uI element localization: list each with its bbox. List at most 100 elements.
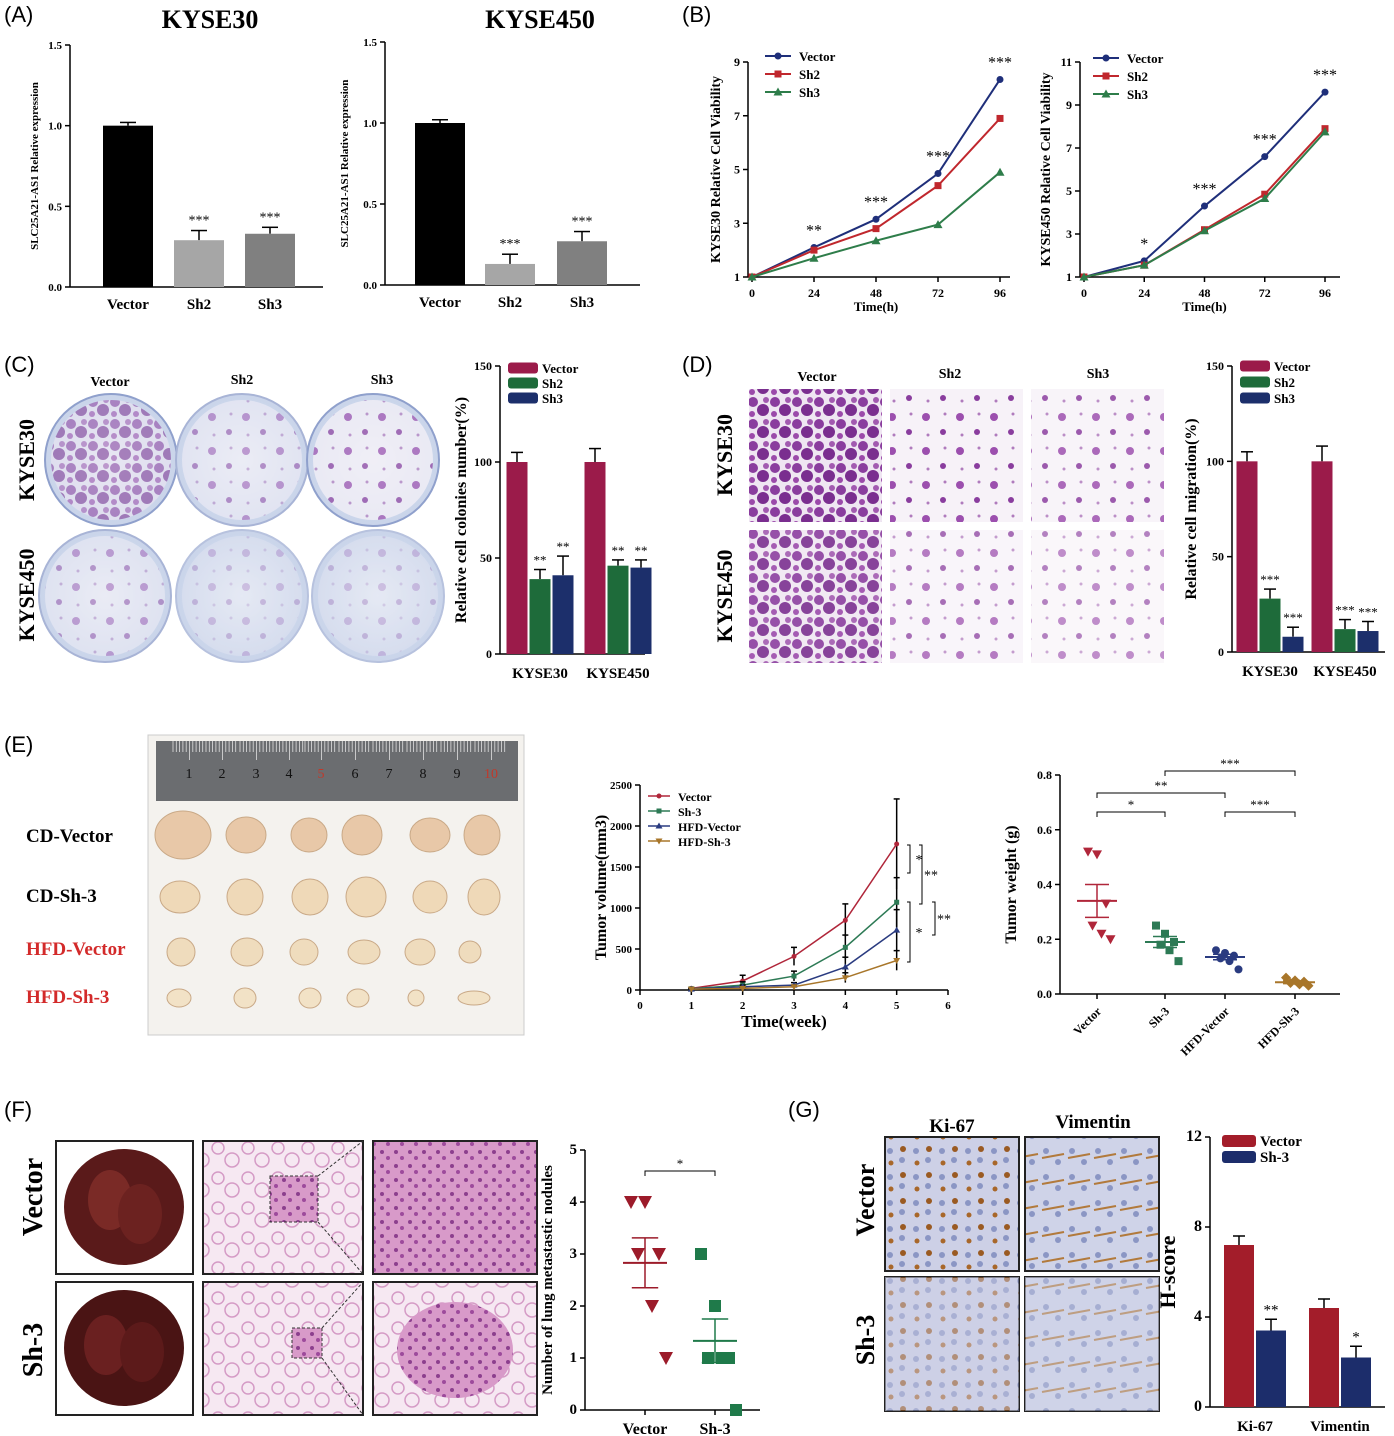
legend-swatch	[508, 377, 538, 389]
legend-label: Sh2	[1127, 69, 1148, 84]
legend-swatch	[1222, 1151, 1256, 1163]
colony-dish-stain	[313, 400, 433, 520]
significance-label: **	[1264, 1302, 1279, 1318]
data-point	[872, 225, 880, 233]
y-axis-label: SLC25A21-AS1 Relative expression	[29, 82, 41, 250]
y-tick-label: 1.0	[48, 121, 62, 133]
data-point	[631, 1248, 645, 1261]
x-tick-label: 4	[843, 1000, 849, 1012]
y-tick-label: 1.5	[363, 37, 377, 49]
data-point	[872, 215, 880, 223]
x-tick-label: 96	[994, 286, 1006, 300]
tumor	[291, 878, 329, 916]
g-col-label-vimentin: Vimentin	[1055, 1112, 1131, 1133]
y-tick-label: 100	[1206, 454, 1224, 468]
data-point	[1105, 935, 1116, 945]
legend-marker	[774, 70, 782, 78]
zoom-line	[317, 1140, 364, 1177]
ruler-number: 5	[318, 767, 325, 782]
significance-label: *	[1352, 1329, 1360, 1345]
y-tick-label: 2000	[610, 821, 633, 833]
significance-label: ***	[1250, 797, 1270, 812]
legend-swatch	[1222, 1135, 1256, 1147]
g-col-label-ki67: Ki-67	[929, 1116, 975, 1137]
significance-label: **	[557, 539, 570, 554]
data-point	[659, 1352, 673, 1365]
chart-a-kyse450: KYSE450 0.0 0.5 1.0 1.5 SLC25A21-AS1 Relative…	[339, 5, 640, 311]
ihc-image	[1024, 1136, 1160, 1272]
y-tick-label: 50	[480, 551, 492, 565]
legend-label: Sh2	[542, 376, 563, 391]
series-line	[691, 843, 898, 990]
tumor	[347, 939, 381, 965]
panel-label-a: (A)	[4, 2, 33, 27]
data-point	[934, 170, 942, 178]
data-point	[842, 917, 848, 923]
metastatic-nodule	[397, 1302, 513, 1398]
y-tick-label: 11	[1061, 55, 1072, 69]
x-category-label: Sh2	[187, 297, 211, 313]
zoom-line	[321, 1357, 364, 1416]
y-tick-label: 9	[734, 55, 740, 69]
tumor	[230, 937, 264, 967]
y-axis-label: Tumor volume(mm3)	[593, 815, 610, 960]
data-point	[1174, 957, 1183, 966]
x-axis-label: Time(h)	[1182, 299, 1227, 314]
tumor	[412, 880, 448, 914]
tumor	[159, 880, 201, 914]
significance-label: ***	[572, 215, 593, 230]
ihc-image-stain	[885, 1277, 1019, 1411]
y-axis-label: Relative cell migration(%)	[1183, 418, 1200, 599]
bar	[415, 123, 465, 285]
tumor	[345, 876, 387, 918]
panel-label-c: (C)	[4, 352, 35, 377]
significance-bracket	[1224, 811, 1296, 817]
x-axis-label: Time(week)	[741, 1012, 827, 1031]
ihc-image	[884, 1136, 1020, 1272]
x-tick-label: 24	[808, 286, 820, 300]
x-category-label: Vector	[1071, 1004, 1105, 1038]
legend-marker	[773, 87, 783, 96]
bar	[174, 240, 224, 287]
tumor	[225, 816, 267, 854]
panel-label-g: (G)	[788, 1097, 820, 1122]
bar	[103, 125, 153, 288]
significance-label: ***	[189, 214, 210, 229]
transwell-photo-grid: Vector Sh2 Sh3 KYSE30 KYSE450	[712, 367, 1164, 663]
bar	[529, 579, 551, 654]
significance-label: *	[916, 853, 923, 868]
legend-swatch	[508, 362, 538, 374]
legend-swatch	[508, 392, 538, 404]
tumor	[298, 987, 322, 1009]
g-row-label-sh3: Sh-3	[851, 1315, 880, 1366]
significance-label: **	[612, 543, 625, 558]
y-tick-label: 2500	[610, 780, 633, 792]
legend-marker	[655, 838, 663, 845]
colony-dish-stain	[318, 536, 438, 656]
significance-label: **	[534, 553, 547, 568]
tumor	[166, 937, 196, 967]
bar	[1334, 629, 1356, 652]
y-axis-label: Relative cell colonies number(%)	[453, 397, 470, 623]
y-tick-label: 3	[1066, 227, 1072, 241]
data-point	[1161, 929, 1169, 938]
y-tick-label: 150	[474, 359, 492, 373]
tumor	[457, 990, 491, 1006]
c-col-label-sh3: Sh3	[371, 373, 394, 388]
bar	[584, 462, 606, 654]
data-point	[933, 220, 943, 229]
lung-lobe	[120, 1322, 164, 1382]
significance-bracket	[932, 901, 936, 936]
data-point	[1079, 272, 1089, 281]
x-category-label: Sh3	[258, 297, 282, 313]
tumor	[407, 989, 425, 1007]
tumor	[226, 878, 264, 916]
x-tick-label: 48	[1199, 286, 1211, 300]
significance-label: ***	[1253, 132, 1277, 149]
tumor	[289, 938, 319, 966]
data-point	[1087, 921, 1098, 931]
y-tick-label: 0.2	[1037, 932, 1052, 946]
tumor	[409, 817, 451, 853]
